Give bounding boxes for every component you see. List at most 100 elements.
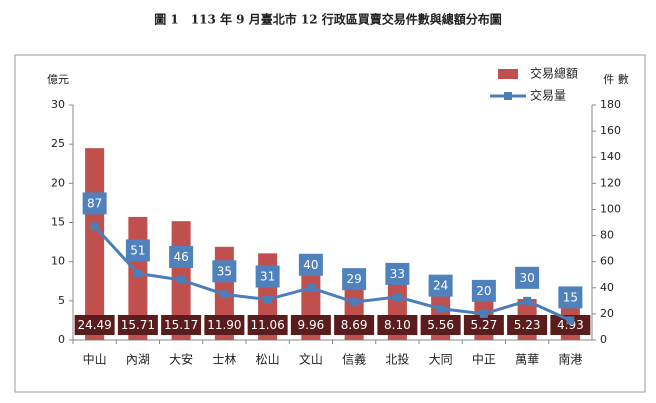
x-tick-label: 中正 (472, 352, 496, 367)
value-label-box (507, 315, 548, 335)
value-label-box (428, 274, 453, 297)
value-label-box (334, 315, 375, 335)
chart-title: 圖 1 113 年 9 月臺北市 12 行政區買賣交易件數與總額分布圖 (154, 12, 502, 27)
y-tick-label: 10 (51, 255, 65, 268)
x-tick-label: 中山 (83, 352, 107, 367)
legend-swatch (498, 69, 518, 79)
line-marker (90, 222, 99, 231)
value-label: 46 (173, 250, 188, 264)
y-tick-label: 15 (51, 216, 65, 229)
y-axis-label: 億元 (47, 73, 69, 86)
line-marker (566, 316, 575, 325)
x-tick-label: 萬華 (515, 353, 539, 367)
value-label: 29 (346, 272, 361, 286)
value-label: 40 (303, 258, 318, 272)
x-tick-label: 信義 (342, 352, 366, 367)
chart-frame (14, 54, 646, 393)
value-label-box (117, 315, 158, 335)
line-marker (220, 290, 229, 299)
x-tick-label: 南港 (558, 352, 582, 367)
y2-tick-label: 80 (600, 229, 614, 242)
legend-label: 交易量 (530, 88, 566, 103)
x-tick-label: 大安 (169, 352, 193, 367)
y-tick-label: 25 (51, 137, 65, 150)
y2-axis-label: 件 數 (603, 73, 629, 86)
y2-tick-label: 120 (600, 176, 621, 189)
line-marker (393, 292, 402, 301)
x-tick-label: 文山 (299, 352, 323, 367)
y2-tick-label: 160 (600, 124, 621, 137)
line-marker (177, 275, 186, 284)
value-label-box (125, 239, 150, 262)
value-label: 24.49 (77, 318, 111, 332)
value-label-box (377, 315, 418, 335)
value-label-box (290, 315, 331, 335)
y2-tick-label: 180 (600, 98, 621, 111)
value-label: 30 (519, 271, 534, 285)
value-label: 11.90 (207, 318, 241, 332)
x-tick-label: 北投 (385, 352, 409, 367)
value-label-box (212, 260, 237, 283)
value-label-box (515, 266, 540, 289)
value-label: 35 (217, 264, 232, 278)
y2-tick-label: 60 (600, 255, 614, 268)
value-label: 9.96 (298, 318, 325, 332)
value-label: 15 (563, 290, 578, 304)
value-label-box (558, 286, 583, 309)
y-tick-label: 30 (51, 98, 65, 111)
value-label-box (471, 279, 496, 302)
line-marker (133, 269, 142, 278)
value-label-box (255, 265, 280, 288)
value-label-box (420, 315, 461, 335)
y-tick-label: 20 (51, 176, 65, 189)
value-label: 87 (87, 196, 102, 210)
x-tick-label: 大同 (429, 353, 453, 367)
line (93, 225, 571, 322)
value-label: 51 (130, 243, 145, 257)
value-label: 5.56 (427, 318, 454, 332)
value-label: 8.69 (341, 318, 368, 332)
line-marker (350, 298, 359, 307)
value-label-box (550, 315, 591, 335)
x-tick-label: 內湖 (126, 352, 150, 367)
legend-label: 交易總額 (530, 66, 578, 81)
value-label: 5.23 (514, 318, 541, 332)
y2-tick-label: 100 (600, 202, 621, 215)
value-label-box (204, 315, 245, 335)
value-label-box (169, 245, 194, 268)
value-label: 33 (390, 267, 405, 281)
legend-marker (504, 92, 512, 100)
line-marker (306, 283, 315, 292)
bar (85, 148, 105, 340)
value-label-box (385, 262, 410, 285)
value-label-box (298, 253, 323, 276)
line-marker (263, 295, 272, 304)
value-label: 11.06 (250, 318, 284, 332)
line-marker (479, 309, 488, 318)
value-label-box (342, 268, 367, 291)
y2-tick-label: 140 (600, 150, 621, 163)
value-label: 24 (433, 279, 448, 293)
line-marker (523, 296, 532, 305)
value-label-box (82, 192, 107, 215)
x-tick-label: 松山 (256, 353, 280, 367)
value-label: 15.71 (121, 318, 155, 332)
value-label: 31 (260, 270, 275, 284)
value-label: 4.93 (557, 318, 584, 332)
value-label-box (74, 315, 115, 335)
value-label-box (161, 315, 202, 335)
line-marker (436, 304, 445, 313)
value-label-box (247, 315, 288, 335)
y2-tick-label: 20 (600, 307, 614, 320)
y-tick-label: 5 (58, 294, 65, 307)
y2-tick-label: 40 (600, 281, 614, 294)
value-label: 15.17 (164, 318, 198, 332)
value-label: 5.27 (471, 318, 498, 332)
value-label: 20 (476, 284, 491, 298)
y2-tick-label: 0 (600, 333, 607, 346)
y-tick-label: 0 (58, 333, 65, 346)
value-label: 8.10 (384, 318, 411, 332)
x-tick-label: 士林 (212, 353, 236, 367)
value-label-box (463, 315, 504, 335)
